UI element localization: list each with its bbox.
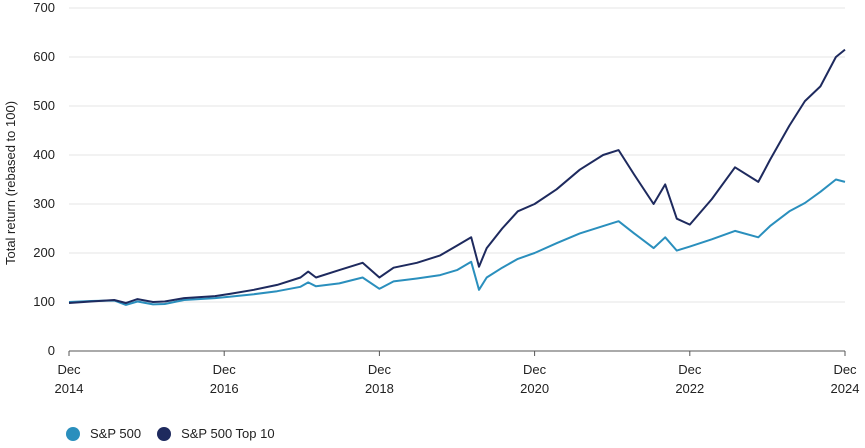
y-tick-label: 300	[33, 196, 55, 211]
x-tick-label-year: 2014	[55, 381, 84, 396]
series-line-1	[68, 48, 846, 304]
legend: S&P 500 S&P 500 Top 10	[66, 426, 291, 441]
x-tick-label-year: 2018	[365, 381, 394, 396]
x-tick-label-month: Dec	[368, 362, 392, 377]
y-tick-label: 200	[33, 245, 55, 260]
x-tick-label-month: Dec	[833, 362, 857, 377]
x-tick-label-month: Dec	[213, 362, 237, 377]
legend-label-sp500-top10: S&P 500 Top 10	[181, 426, 275, 441]
y-tick-label: 600	[33, 49, 55, 64]
x-tick-label-year: 2016	[210, 381, 239, 396]
x-tick-label-year: 2020	[520, 381, 549, 396]
legend-item-sp500-top10: S&P 500 Top 10	[157, 426, 275, 441]
legend-label-sp500: S&P 500	[90, 426, 142, 441]
y-tick-label: 500	[33, 98, 55, 113]
y-axis-tick-labels: 0 100 200 300 400 500 600 700	[33, 0, 55, 358]
y-tick-label: 0	[48, 343, 55, 358]
gridlines	[69, 7, 845, 303]
y-tick-label: 700	[33, 0, 55, 15]
legend-item-sp500: S&P 500	[66, 426, 141, 441]
x-axis: Dec 2014 Dec 2016 Dec 2018 Dec 2020 Dec 2022 Dec 20…	[55, 350, 860, 396]
legend-swatch-sp500	[66, 426, 80, 441]
y-tick-label: 400	[33, 147, 55, 162]
x-tick-label-year: 2022	[675, 381, 704, 396]
x-tick-label-month: Dec	[678, 362, 702, 377]
x-tick-label-month: Dec	[57, 362, 81, 377]
series-line-0	[68, 178, 846, 306]
legend-swatch-sp500-top10	[157, 426, 172, 441]
series-lines	[68, 48, 846, 306]
x-tick-label-month: Dec	[523, 362, 547, 377]
x-tick-label-year: 2024	[831, 381, 860, 396]
y-axis-label: Total return (rebased to 100)	[3, 101, 18, 265]
y-tick-label: 100	[33, 294, 55, 309]
